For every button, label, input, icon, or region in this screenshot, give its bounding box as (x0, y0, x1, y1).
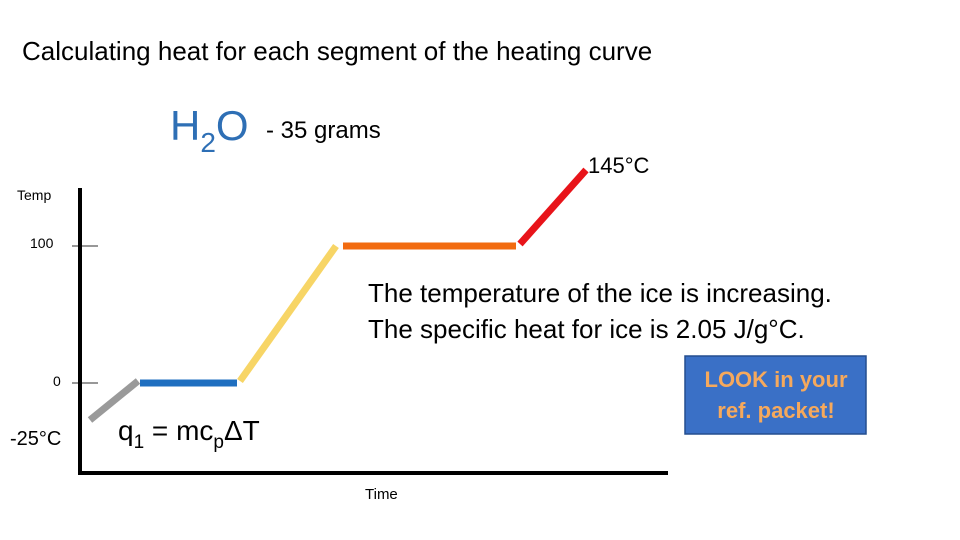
mass-label: - 35 grams (266, 117, 381, 144)
equation-subscript: p (213, 432, 224, 453)
callout-box (684, 355, 867, 435)
end-temp-label: 145°C (588, 153, 650, 178)
formula-element: H (170, 102, 200, 149)
explanation-line: The specific heat for ice is 2.05 J/g°C. (368, 314, 805, 344)
equation-part: ΔT (224, 415, 260, 446)
segment-ice (87, 378, 141, 423)
y-axis-label: Temp (17, 187, 51, 203)
segment-water (237, 243, 339, 384)
callout-line: LOOK in your (705, 367, 848, 392)
y-tick-label: 0 (53, 373, 61, 389)
x-axis-label: Time (365, 486, 398, 503)
callout-line: ref. packet! (717, 398, 834, 423)
formula-element: O (216, 102, 249, 149)
segment-steam (517, 167, 589, 247)
equation: q1 = mcpΔT (118, 415, 260, 453)
formula-subscript: 2 (200, 127, 216, 158)
start-temp-label: -25°C (10, 428, 61, 450)
y-tick-label: 100 (30, 235, 54, 251)
equation-subscript: 1 (134, 432, 145, 453)
equation-part: = mc (144, 415, 213, 446)
equation-part: q (118, 415, 134, 446)
formula: H2O (170, 102, 249, 158)
slide-title: Calculating heat for each segment of the… (22, 36, 652, 66)
explanation-line: The temperature of the ice is increasing… (368, 278, 832, 308)
